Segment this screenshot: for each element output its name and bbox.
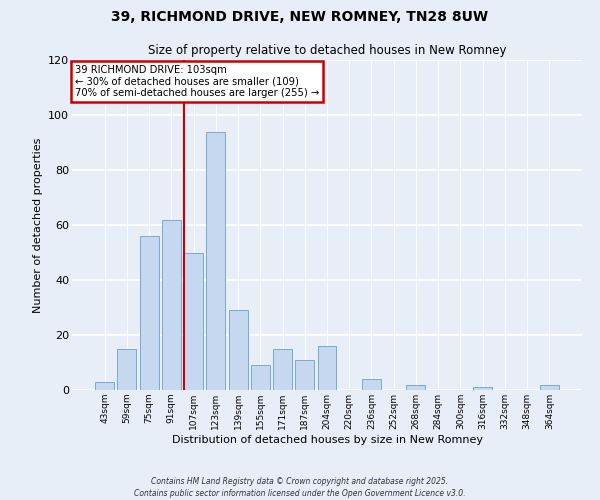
Bar xyxy=(162,220,181,390)
Text: Contains HM Land Registry data © Crown copyright and database right 2025.
Contai: Contains HM Land Registry data © Crown c… xyxy=(134,476,466,498)
Bar xyxy=(95,382,114,390)
Bar xyxy=(295,360,314,390)
Bar xyxy=(406,384,425,390)
Bar xyxy=(273,349,292,390)
Bar xyxy=(473,387,492,390)
Bar xyxy=(118,349,136,390)
Bar xyxy=(184,252,203,390)
Bar xyxy=(317,346,337,390)
Bar xyxy=(251,365,270,390)
X-axis label: Distribution of detached houses by size in New Romney: Distribution of detached houses by size … xyxy=(172,434,482,444)
Y-axis label: Number of detached properties: Number of detached properties xyxy=(32,138,43,312)
Text: 39, RICHMOND DRIVE, NEW ROMNEY, TN28 8UW: 39, RICHMOND DRIVE, NEW ROMNEY, TN28 8UW xyxy=(112,10,488,24)
Bar xyxy=(540,384,559,390)
Bar xyxy=(206,132,225,390)
Text: 39 RICHMOND DRIVE: 103sqm
← 30% of detached houses are smaller (109)
70% of semi: 39 RICHMOND DRIVE: 103sqm ← 30% of detac… xyxy=(74,65,319,98)
Title: Size of property relative to detached houses in New Romney: Size of property relative to detached ho… xyxy=(148,44,506,58)
Bar xyxy=(140,236,158,390)
Bar xyxy=(229,310,248,390)
Bar xyxy=(362,379,381,390)
